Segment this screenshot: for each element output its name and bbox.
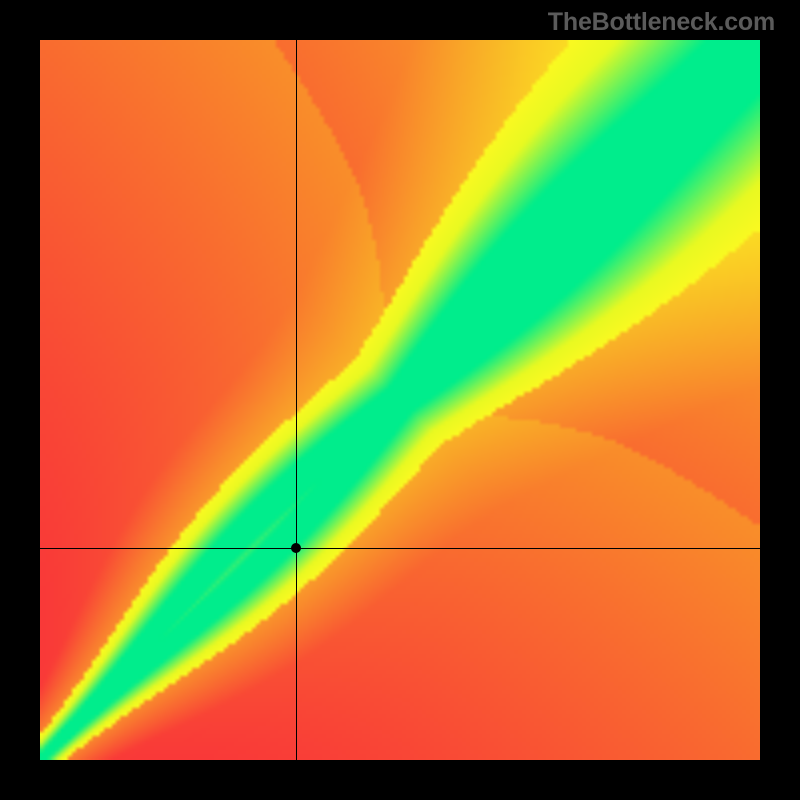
- crosshair-marker-dot: [291, 543, 301, 553]
- heatmap-canvas: [40, 40, 760, 760]
- crosshair-vertical: [296, 40, 297, 760]
- bottleneck-heatmap-plot: [40, 40, 760, 760]
- watermark-label: TheBottleneck.com: [548, 8, 775, 37]
- crosshair-horizontal: [40, 548, 760, 549]
